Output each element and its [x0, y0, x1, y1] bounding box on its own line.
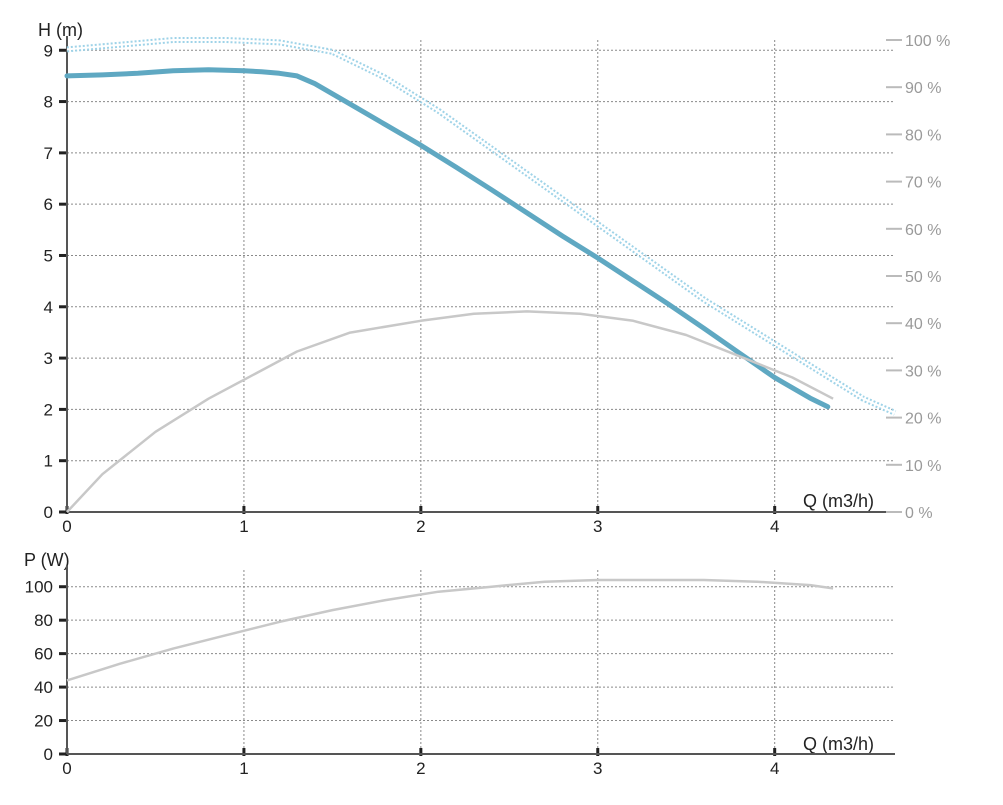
y-tick-label: 5: [44, 246, 53, 265]
y2-tick-label: 0 %: [905, 505, 933, 522]
y2-tick-label: 50 %: [905, 269, 941, 286]
y2-tick-label: 10 %: [905, 458, 941, 475]
x-tick-label: 0: [62, 759, 71, 778]
y-tick-label: 80: [34, 611, 53, 630]
efficiency-series-line-inner: [66, 39, 896, 414]
y2-tick-label: 60 %: [905, 222, 941, 239]
y-tick-label: 40: [34, 678, 53, 697]
y-tick-label: 0: [44, 745, 53, 764]
y-tick-label: 60: [34, 645, 53, 664]
y2-tick-label: 70 %: [905, 175, 941, 192]
head-series-line: [64, 67, 831, 410]
y-tick-label: 9: [44, 41, 53, 60]
x-tick-label: 3: [593, 759, 602, 778]
secondary-series-line: [66, 310, 834, 513]
y2-tick-label: 80 %: [905, 127, 941, 144]
efficiency-series-line: [66, 37, 897, 416]
y-tick-label: 6: [44, 195, 53, 214]
y2-tick-label: 100 %: [905, 33, 950, 50]
x-tick-label: 4: [770, 759, 779, 778]
y2-tick-label: 30 %: [905, 363, 941, 380]
chart-panel-power: 0 20 40 60 80 100 0 1 2 3 4: [25, 566, 895, 778]
y-tick-label: 3: [44, 349, 53, 368]
top-y-axis-title: H (m): [38, 20, 83, 40]
x-tick-label: 1: [239, 517, 248, 536]
bottom-y-axis-title: P (W): [24, 550, 70, 570]
y-tick-label: 4: [44, 298, 53, 317]
x-tick-label: 2: [416, 517, 425, 536]
x-tick-label: 1: [239, 759, 248, 778]
y2-tick-label: 90 %: [905, 80, 941, 97]
top-x-axis-title: Q (m3/h): [803, 491, 874, 511]
bottom-x-axis-title: Q (m3/h): [803, 734, 874, 754]
x-tick-label: 2: [416, 759, 425, 778]
y-tick-label: 7: [44, 144, 53, 163]
x-tick-label: 4: [770, 517, 779, 536]
y-tick-label: 100: [25, 578, 53, 597]
power-series-line: [66, 578, 834, 682]
x-tick-label: 0: [62, 517, 71, 536]
y-tick-label: 2: [44, 400, 53, 419]
y-tick-label: 20: [34, 712, 53, 731]
y-tick-label: 0: [44, 503, 53, 522]
y-tick-label: 8: [44, 93, 53, 112]
y-tick-label: 1: [44, 452, 53, 471]
y2-tick-label: 40 %: [905, 316, 941, 333]
y2-tick-label: 20 %: [905, 411, 941, 428]
x-tick-label: 3: [593, 517, 602, 536]
